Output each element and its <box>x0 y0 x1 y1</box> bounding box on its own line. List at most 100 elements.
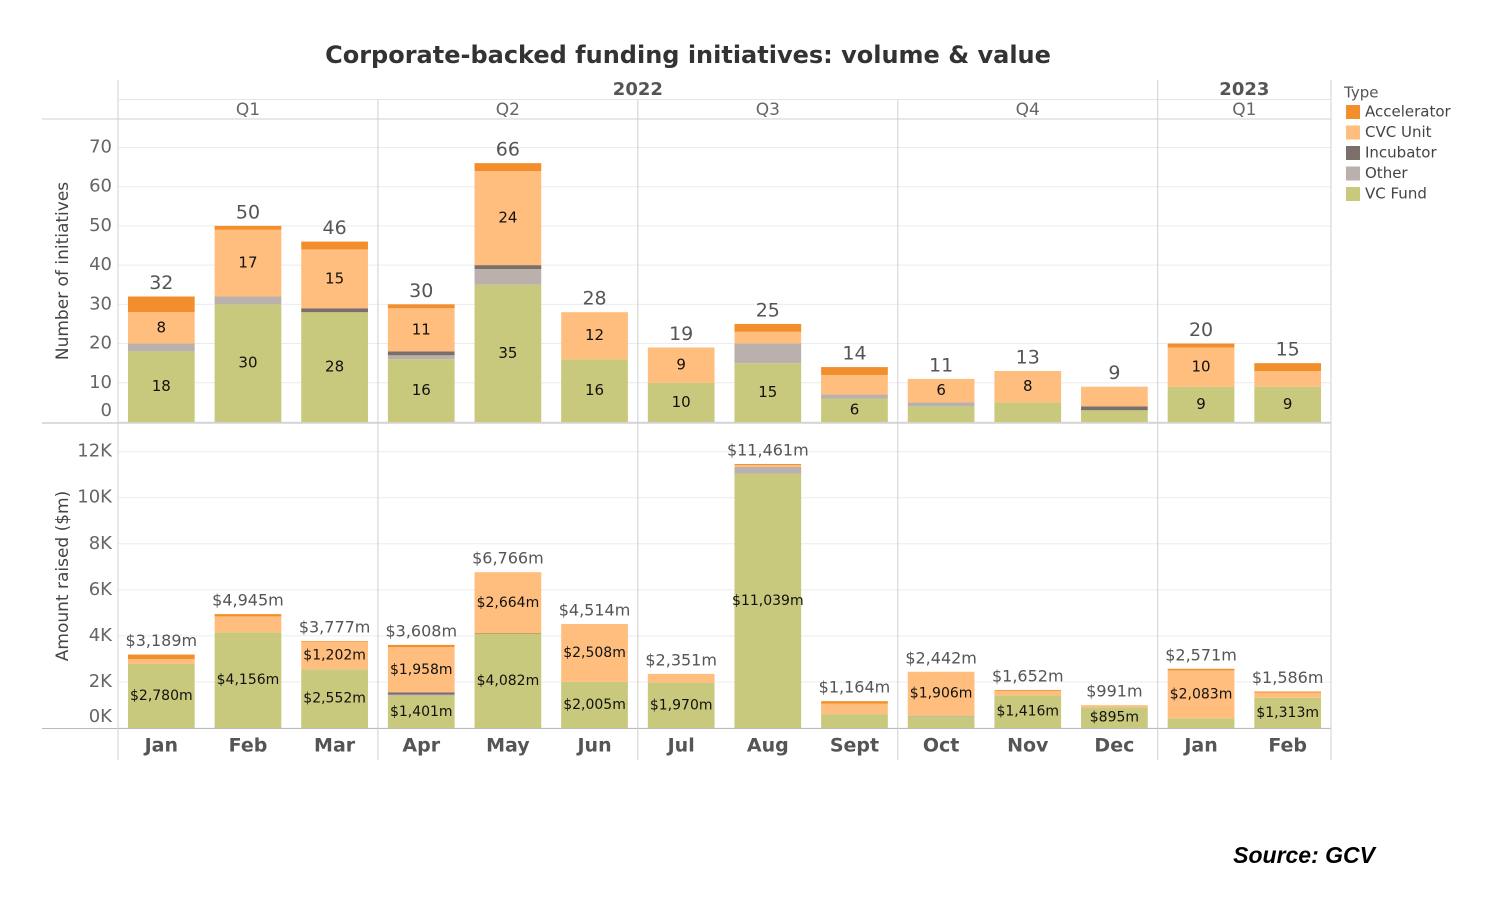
quarter-label: Q3 <box>756 100 780 120</box>
bar-segment <box>1081 705 1148 708</box>
y-tick-label: 10 <box>89 372 112 393</box>
legend-label: Incubator <box>1365 144 1437 162</box>
bar-segment <box>387 644 455 648</box>
total-label: 9 <box>1108 362 1120 384</box>
y-axis-title: Number of initiatives <box>53 182 73 360</box>
bar-segment <box>1081 707 1148 728</box>
legend-label: CVC Unit <box>1365 123 1432 141</box>
total-label: $3,608m <box>385 621 457 640</box>
y-tick-label: 6K <box>89 579 113 600</box>
bar-segment <box>214 296 282 305</box>
bar-segment <box>907 406 975 422</box>
bar-segment <box>821 398 888 422</box>
bar-segment <box>214 225 282 230</box>
bar-segment <box>1254 386 1322 422</box>
bar-segment <box>127 312 195 344</box>
x-tick-label: Aug <box>747 735 789 757</box>
total-label: $3,189m <box>126 631 198 650</box>
data-label: $2,005m <box>563 697 626 713</box>
bar-segment <box>734 466 802 474</box>
total-label: $2,571m <box>1165 645 1237 664</box>
bar-segment <box>127 659 195 664</box>
bar-segment <box>1254 691 1322 693</box>
data-label: 12 <box>585 326 604 344</box>
bar-segment <box>474 269 542 285</box>
bar-segment <box>561 359 628 422</box>
bar-segment <box>821 374 888 395</box>
bar-segment <box>907 716 975 728</box>
y-tick-label: 10K <box>77 487 113 508</box>
bar-segment <box>1081 386 1148 407</box>
bar-segment <box>301 308 368 313</box>
data-label: $2,780m <box>130 688 193 704</box>
bar-segment <box>474 572 542 634</box>
data-label: 17 <box>238 254 257 272</box>
total-label: 11 <box>929 354 953 376</box>
y-tick-label: 60 <box>89 176 112 197</box>
bar-segment <box>907 402 975 407</box>
data-label: $1,958m <box>390 662 453 678</box>
bar-segment <box>474 633 542 728</box>
total-label: 14 <box>842 343 866 365</box>
bar-segment <box>127 351 195 422</box>
legend-swatch <box>1346 146 1360 160</box>
bar-segment <box>474 170 542 266</box>
bar-segment <box>1254 371 1322 387</box>
y-tick-label: 2K <box>89 671 113 692</box>
year-label: 2023 <box>1219 79 1269 100</box>
data-label: 9 <box>1283 395 1293 413</box>
bar-segment <box>647 682 715 728</box>
x-tick-label: Nov <box>1007 735 1049 757</box>
bar-segment <box>387 304 455 309</box>
bar-segment <box>301 669 368 728</box>
bar-segment <box>994 371 1062 403</box>
x-tick-label: May <box>486 735 530 757</box>
total-label: $6,766m <box>472 549 544 568</box>
x-tick-label: Mar <box>314 735 356 757</box>
legend-label: VC Fund <box>1365 185 1427 203</box>
data-label: $1,202m <box>303 647 366 663</box>
legend-label: Other <box>1365 164 1408 182</box>
bar-segment <box>127 663 195 728</box>
legend-swatch <box>1346 105 1360 119</box>
bar-segment <box>214 616 282 633</box>
bar-segment <box>387 308 455 352</box>
bar-segment <box>1167 347 1235 387</box>
quarter-label: Q2 <box>496 100 520 120</box>
data-label: 35 <box>498 344 517 362</box>
bar-segment <box>647 347 715 383</box>
bar-segment <box>127 343 195 352</box>
bar-segment <box>1167 718 1235 728</box>
bar-segment <box>821 714 888 728</box>
bar-segment <box>214 614 282 617</box>
x-tick-label: Sept <box>830 735 879 757</box>
source: Source: GCV <box>1233 842 1377 868</box>
total-label: 19 <box>669 323 693 345</box>
total-label: 30 <box>409 280 433 302</box>
quarter-label: Q1 <box>236 100 260 120</box>
bar-segment <box>1254 697 1322 728</box>
total-label: $2,351m <box>645 650 717 669</box>
data-label: 10 <box>1191 358 1210 376</box>
x-tick-label: Jan <box>1182 735 1217 757</box>
quarter-label: Q4 <box>1016 100 1040 120</box>
y-tick-label: 0K <box>89 706 113 727</box>
x-tick-label: Oct <box>923 735 960 757</box>
bar-segment <box>994 689 1062 691</box>
total-label: 13 <box>1016 347 1040 369</box>
total-label: 50 <box>236 201 260 223</box>
bar-segment <box>821 703 888 715</box>
bar-segment <box>561 624 628 682</box>
data-label: $4,082m <box>477 673 540 689</box>
bar-segment <box>647 382 715 422</box>
bar-segment <box>734 464 802 466</box>
bar-segment <box>1167 668 1235 671</box>
data-label: $4,156m <box>217 672 280 688</box>
x-tick-label: Feb <box>1268 735 1307 757</box>
data-label: $1,906m <box>910 686 973 702</box>
bar-segment <box>821 367 888 375</box>
total-label: 66 <box>496 139 520 161</box>
bar-segment <box>907 715 975 717</box>
bar-segment <box>734 363 802 422</box>
bar-segment <box>1254 363 1322 372</box>
